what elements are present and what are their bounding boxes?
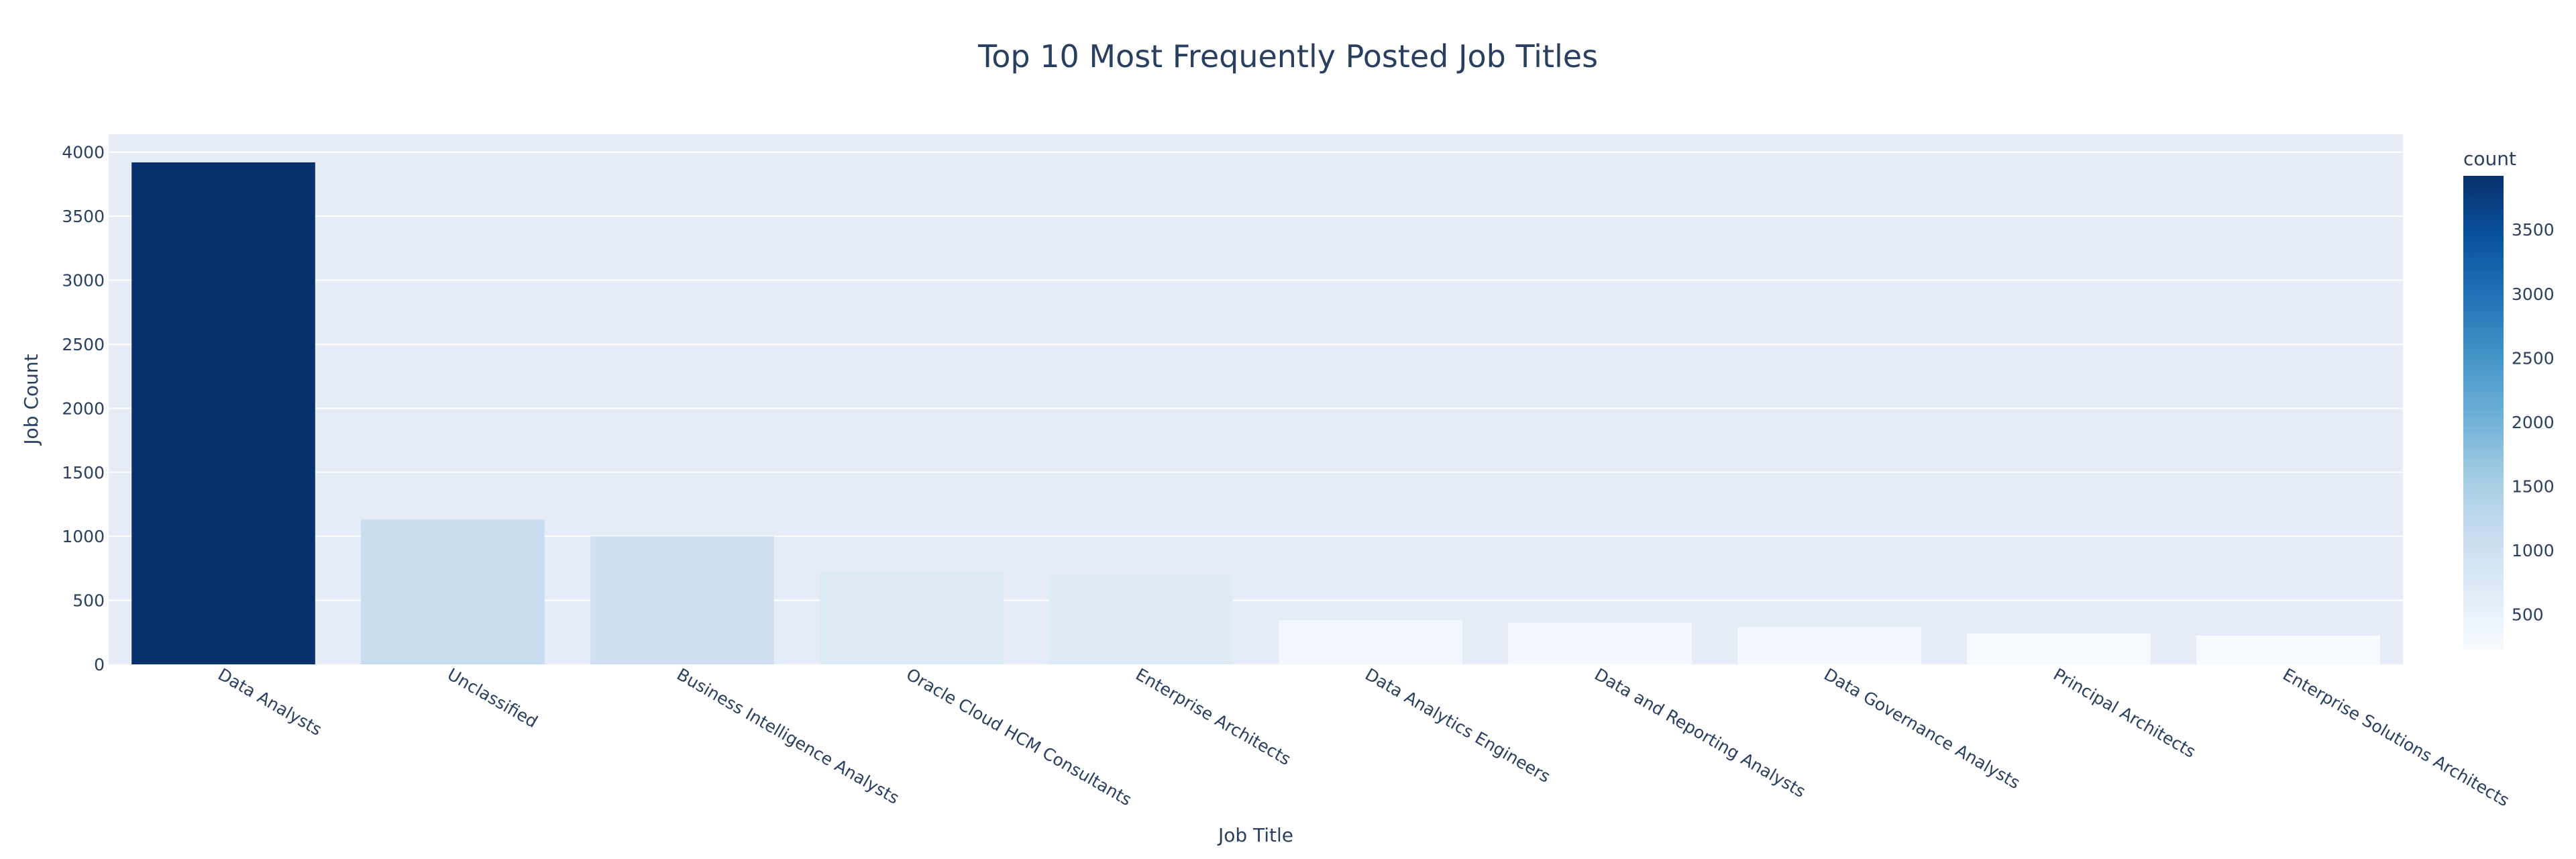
x-tick-label: Data Governance Analysts xyxy=(1821,664,2023,793)
y-tick-label: 500 xyxy=(72,591,105,611)
bar xyxy=(1279,620,1462,664)
x-tick-label: Data Analysts xyxy=(215,664,325,740)
y-tick-label: 2000 xyxy=(62,399,105,418)
colorbar-tick-label: 3000 xyxy=(2512,285,2555,304)
y-axis-ticks: 0 500 1000 1500 2000 2500 3000 3500 4000 xyxy=(62,143,105,674)
bar xyxy=(1737,627,1921,664)
bar xyxy=(1967,634,2151,664)
bar xyxy=(1508,622,1692,664)
x-tick-label: Data Analytics Engineers xyxy=(1362,664,1554,787)
colorbar-tick-label: 2500 xyxy=(2512,348,2555,368)
colorbar-gradient xyxy=(2463,176,2504,650)
x-axis-title: Job Title xyxy=(1217,824,1293,846)
bar xyxy=(131,162,315,664)
x-axis-ticks: Data Analysts Unclassified Business Intell… xyxy=(215,664,2512,810)
bar xyxy=(2196,636,2380,664)
x-tick-label: Data and Reporting Analysts xyxy=(1591,664,1809,801)
colorbar: count 500 1000 1500 2000 2500 3000 3500 xyxy=(2463,148,2555,650)
x-tick-label: Business Intelligence Analysts xyxy=(674,664,902,808)
y-axis-title: Job Count xyxy=(20,354,42,446)
bar xyxy=(361,519,545,664)
bars xyxy=(131,162,2380,664)
chart-title: Top 10 Most Frequently Posted Job Titles xyxy=(977,38,1598,74)
y-tick-label: 1500 xyxy=(62,463,105,483)
colorbar-tick-label: 1500 xyxy=(2512,476,2555,496)
x-tick-label: Enterprise Architects xyxy=(1132,664,1294,769)
y-tick-label: 3500 xyxy=(62,207,105,226)
y-tick-label: 0 xyxy=(94,655,105,674)
y-tick-label: 4000 xyxy=(62,143,105,162)
colorbar-title: count xyxy=(2463,148,2516,170)
colorbar-tick-label: 500 xyxy=(2512,605,2544,624)
colorbar-tick-label: 2000 xyxy=(2512,413,2555,432)
bar xyxy=(1049,574,1233,664)
colorbar-tick-label: 3500 xyxy=(2512,220,2555,240)
colorbar-ticks: 500 1000 1500 2000 2500 3000 3500 xyxy=(2512,220,2555,624)
y-tick-label: 2500 xyxy=(62,335,105,354)
bar xyxy=(820,571,1004,664)
y-tick-label: 1000 xyxy=(62,527,105,546)
x-tick-label: Unclassified xyxy=(444,664,541,731)
y-tick-label: 3000 xyxy=(62,271,105,291)
bar xyxy=(590,536,774,664)
colorbar-tick-label: 1000 xyxy=(2512,541,2555,560)
x-tick-label: Enterprise Solutions Architects xyxy=(2279,664,2512,810)
x-tick-label: Principal Architects xyxy=(2050,664,2199,762)
x-tick-label: Oracle Cloud HCM Consultants xyxy=(903,664,1135,809)
